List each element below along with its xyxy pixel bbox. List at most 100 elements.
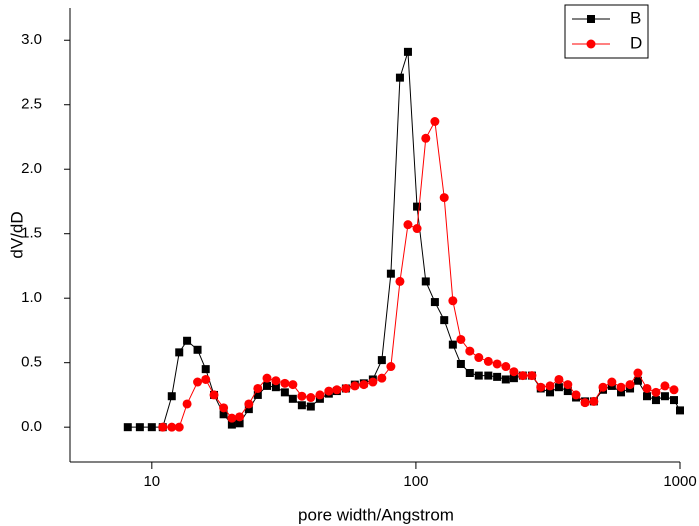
data-point [377, 373, 387, 383]
data-point [563, 387, 572, 396]
data-point [183, 336, 192, 345]
data-point [633, 368, 643, 378]
y-tick-label: 0.0 [21, 418, 42, 435]
data-point [244, 405, 253, 414]
legend-label: D [630, 33, 642, 52]
data-point [430, 298, 439, 307]
data-point [563, 380, 573, 390]
data-point [341, 383, 351, 393]
y-tick-label: 3.0 [21, 31, 42, 48]
data-point [324, 386, 334, 396]
data-point [386, 269, 395, 278]
data-point [175, 348, 184, 357]
data-point [643, 392, 652, 401]
data-point [651, 396, 660, 405]
data-point [297, 391, 307, 401]
data-point [403, 220, 413, 230]
y-tick-label: 0.5 [21, 354, 42, 371]
data-point [209, 390, 219, 400]
data-point [368, 377, 378, 387]
data-point [395, 73, 404, 82]
data-point [474, 371, 483, 380]
x-tick-label: 100 [403, 473, 428, 490]
data-point [660, 392, 669, 401]
data-point [201, 365, 210, 374]
data-point [158, 422, 168, 432]
data-point [633, 376, 642, 385]
data-point [617, 388, 626, 397]
data-point [227, 420, 236, 429]
data-point [651, 387, 661, 397]
data-point [182, 399, 192, 409]
data-point [660, 381, 670, 391]
data-point [253, 390, 262, 399]
data-point [546, 388, 555, 397]
data-point [421, 277, 430, 286]
data-point [545, 381, 555, 391]
data-point [580, 398, 590, 408]
data-point [509, 367, 519, 377]
data-point [465, 369, 474, 378]
data-point [669, 396, 678, 405]
data-point [412, 224, 422, 234]
data-point [456, 359, 465, 368]
data-point [201, 374, 211, 384]
data-point [501, 375, 510, 384]
data-point [421, 133, 431, 143]
data-point [448, 340, 457, 349]
data-point [219, 403, 229, 413]
x-tick-label: 10 [143, 473, 160, 490]
data-point [167, 392, 176, 401]
y-tick-label: 2.0 [21, 160, 42, 177]
data-point [483, 356, 493, 366]
data-point [227, 413, 237, 423]
data-point [518, 371, 528, 381]
data-point [598, 382, 608, 392]
data-point [315, 390, 325, 400]
legend-marker [587, 15, 595, 23]
y-tick-label: 1.0 [21, 289, 42, 306]
data-point [616, 382, 626, 392]
data-point [167, 422, 177, 432]
data-point [174, 422, 184, 432]
data-point [448, 296, 458, 306]
data-point [297, 401, 306, 410]
data-point [193, 345, 202, 354]
data-point [536, 382, 546, 392]
data-point [244, 399, 254, 409]
data-point [430, 117, 440, 126]
data-point [288, 380, 298, 390]
data-point [484, 371, 493, 380]
data-point [262, 373, 272, 383]
data-point [306, 402, 315, 411]
data-point [280, 388, 289, 397]
data-point [676, 406, 684, 415]
data-point [359, 380, 369, 390]
data-point [280, 378, 290, 388]
series-line [162, 119, 675, 428]
data-point [642, 383, 652, 393]
data-point [554, 383, 563, 392]
data-point [413, 202, 422, 211]
data-point [332, 385, 342, 395]
data-point [263, 381, 272, 390]
x-tick-label: 1000 [663, 473, 696, 490]
data-point [386, 362, 396, 372]
legend-box [564, 4, 649, 59]
x-axis-title: pore width/Angstrom [298, 505, 454, 524]
data-point [288, 394, 297, 403]
data-point [589, 396, 599, 406]
data-point [395, 276, 405, 286]
data-point [527, 371, 537, 381]
data-point [440, 316, 449, 325]
series-line [127, 51, 681, 428]
y-tick-label: 1.5 [21, 225, 42, 242]
data-point [474, 353, 484, 363]
data-point [135, 423, 144, 432]
data-point [492, 359, 502, 369]
data-point [509, 374, 518, 383]
data-point [439, 193, 449, 203]
data-point [669, 385, 679, 395]
data-point [123, 423, 132, 432]
